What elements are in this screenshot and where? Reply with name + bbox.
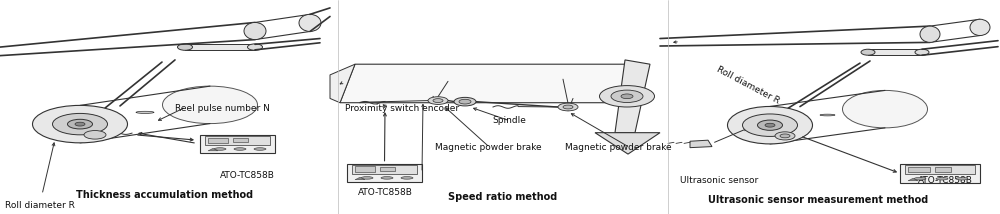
Text: ATO-TC858B: ATO-TC858B <box>358 188 412 197</box>
Ellipse shape <box>621 94 633 99</box>
Text: Thickness accumulation method: Thickness accumulation method <box>76 190 254 200</box>
Ellipse shape <box>299 14 321 31</box>
Ellipse shape <box>915 49 929 55</box>
Ellipse shape <box>956 177 968 180</box>
Ellipse shape <box>75 122 85 126</box>
FancyBboxPatch shape <box>900 164 980 183</box>
Ellipse shape <box>920 26 940 42</box>
Ellipse shape <box>765 123 775 127</box>
FancyBboxPatch shape <box>347 164 422 182</box>
Ellipse shape <box>775 132 795 140</box>
Text: Magnetic powder brake: Magnetic powder brake <box>435 143 542 152</box>
FancyBboxPatch shape <box>233 138 248 143</box>
Ellipse shape <box>234 148 246 150</box>
Ellipse shape <box>600 86 654 107</box>
Ellipse shape <box>214 148 226 150</box>
Ellipse shape <box>558 103 578 111</box>
FancyBboxPatch shape <box>908 166 930 172</box>
Text: Spindle: Spindle <box>492 116 526 125</box>
Polygon shape <box>185 44 255 50</box>
FancyBboxPatch shape <box>935 167 951 172</box>
Ellipse shape <box>244 22 266 40</box>
Ellipse shape <box>68 119 92 129</box>
FancyBboxPatch shape <box>380 167 395 171</box>
Ellipse shape <box>728 107 812 144</box>
Ellipse shape <box>381 177 393 179</box>
Text: Speed ratio method: Speed ratio method <box>448 192 558 202</box>
Ellipse shape <box>742 114 798 137</box>
Ellipse shape <box>970 19 990 36</box>
Ellipse shape <box>178 44 192 50</box>
Polygon shape <box>615 60 650 133</box>
Ellipse shape <box>563 105 573 109</box>
Polygon shape <box>330 64 355 103</box>
Ellipse shape <box>254 148 266 150</box>
FancyBboxPatch shape <box>905 165 975 174</box>
Ellipse shape <box>136 111 154 113</box>
FancyBboxPatch shape <box>208 138 228 143</box>
Text: Ultrasonic sensor: Ultrasonic sensor <box>680 176 758 185</box>
Ellipse shape <box>861 49 875 55</box>
Ellipse shape <box>780 134 790 138</box>
Polygon shape <box>690 140 712 148</box>
Ellipse shape <box>428 97 448 104</box>
Polygon shape <box>908 178 918 181</box>
Ellipse shape <box>842 91 928 128</box>
Ellipse shape <box>248 44 262 50</box>
FancyBboxPatch shape <box>355 166 375 172</box>
Ellipse shape <box>162 86 258 124</box>
Ellipse shape <box>454 97 476 106</box>
Text: Roll diameter R: Roll diameter R <box>715 65 781 106</box>
Polygon shape <box>208 148 218 151</box>
Polygon shape <box>868 49 922 55</box>
Text: Ultrasonic sensor measurement method: Ultrasonic sensor measurement method <box>708 195 928 205</box>
Polygon shape <box>355 177 365 180</box>
Ellipse shape <box>758 120 782 130</box>
Ellipse shape <box>820 114 835 116</box>
Text: Reel pulse number N: Reel pulse number N <box>175 104 270 113</box>
Polygon shape <box>340 64 640 103</box>
Polygon shape <box>595 133 660 154</box>
Ellipse shape <box>401 177 413 179</box>
Ellipse shape <box>52 113 108 135</box>
Ellipse shape <box>433 99 443 103</box>
Text: ATO-TC858B: ATO-TC858B <box>220 171 274 180</box>
Text: Magnetic powder brake: Magnetic powder brake <box>565 143 672 152</box>
Text: ATO-TC858B: ATO-TC858B <box>918 176 972 185</box>
Ellipse shape <box>459 99 471 104</box>
Ellipse shape <box>84 131 106 139</box>
FancyBboxPatch shape <box>352 165 417 174</box>
FancyBboxPatch shape <box>200 135 275 153</box>
Ellipse shape <box>914 177 926 180</box>
Ellipse shape <box>361 177 373 179</box>
Text: Roll diameter R: Roll diameter R <box>5 201 75 210</box>
Ellipse shape <box>936 177 948 180</box>
Ellipse shape <box>611 90 643 103</box>
Text: Proximity switch encoder: Proximity switch encoder <box>345 104 459 113</box>
FancyBboxPatch shape <box>205 136 270 145</box>
Ellipse shape <box>32 106 128 143</box>
